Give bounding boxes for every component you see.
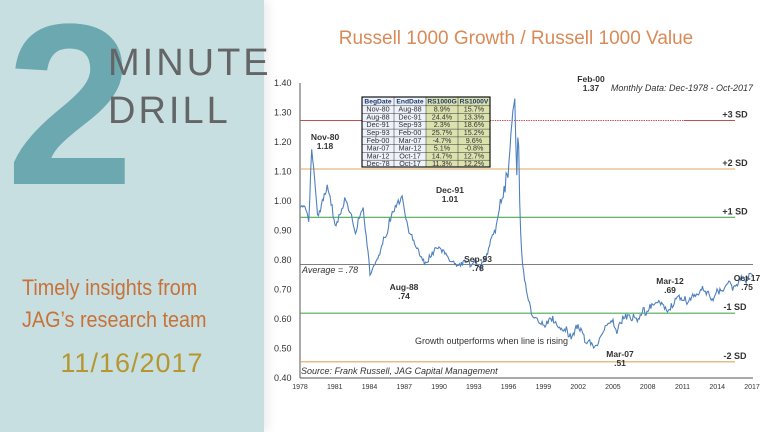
svg-text:1996: 1996 [501,384,517,391]
svg-text:.78: .78 [472,263,484,273]
svg-text:1987: 1987 [397,384,413,391]
svg-text:1981: 1981 [327,384,343,391]
svg-text:1978: 1978 [292,384,308,391]
svg-text:Growth outperforms when line i: Growth outperforms when line is rising [415,336,568,346]
svg-text:0.90: 0.90 [274,226,292,236]
svg-text:1.00: 1.00 [274,196,292,206]
svg-text:0.70: 0.70 [274,285,292,295]
svg-text:2002: 2002 [570,384,586,391]
svg-text:Monthly Data: Dec-1978 - Oct-2: Monthly Data: Dec-1978 - Oct-2017 [611,83,754,93]
svg-text:2008: 2008 [640,384,656,391]
svg-text:2017: 2017 [744,384,760,391]
svg-text:1.18: 1.18 [317,141,334,151]
svg-text:1.30: 1.30 [274,108,292,118]
svg-text:1.37: 1.37 [583,83,600,93]
svg-text:2014: 2014 [709,384,725,391]
svg-text:.69: .69 [664,285,676,295]
svg-text:RS1000G: RS1000G [427,98,456,105]
svg-text:2005: 2005 [605,384,621,391]
svg-text:.74: .74 [398,291,410,301]
svg-text:1984: 1984 [362,384,378,391]
svg-text:+3 SD: +3 SD [722,110,748,120]
svg-text:1990: 1990 [431,384,447,391]
svg-text:1.20: 1.20 [274,137,292,147]
svg-text:0.60: 0.60 [274,314,292,324]
svg-text:0.80: 0.80 [274,255,292,265]
svg-text:BegDate: BegDate [364,98,391,105]
svg-text:1993: 1993 [466,384,482,391]
svg-text:1.10: 1.10 [274,167,292,177]
svg-text:Average = .78: Average = .78 [301,265,358,275]
svg-text:-2 SD: -2 SD [723,351,747,361]
svg-text:1.01: 1.01 [442,194,459,204]
svg-text:EndDate: EndDate [396,98,423,105]
svg-text:1.40: 1.40 [274,78,292,88]
svg-text:.51: .51 [614,358,626,368]
svg-text:-1 SD: -1 SD [723,302,747,312]
svg-text:+2 SD: +2 SD [722,158,748,168]
svg-text:2011: 2011 [675,384,690,391]
svg-text:RS1000V: RS1000V [460,98,489,105]
svg-text:+1 SD: +1 SD [722,206,748,216]
svg-text:0.40: 0.40 [274,373,292,383]
svg-text:.75: .75 [741,282,753,292]
svg-text:0.50: 0.50 [274,344,292,354]
svg-text:1999: 1999 [536,384,552,391]
svg-text:Source: Frank Russell, JAG Cap: Source: Frank Russell, JAG Capital Manag… [301,366,498,376]
